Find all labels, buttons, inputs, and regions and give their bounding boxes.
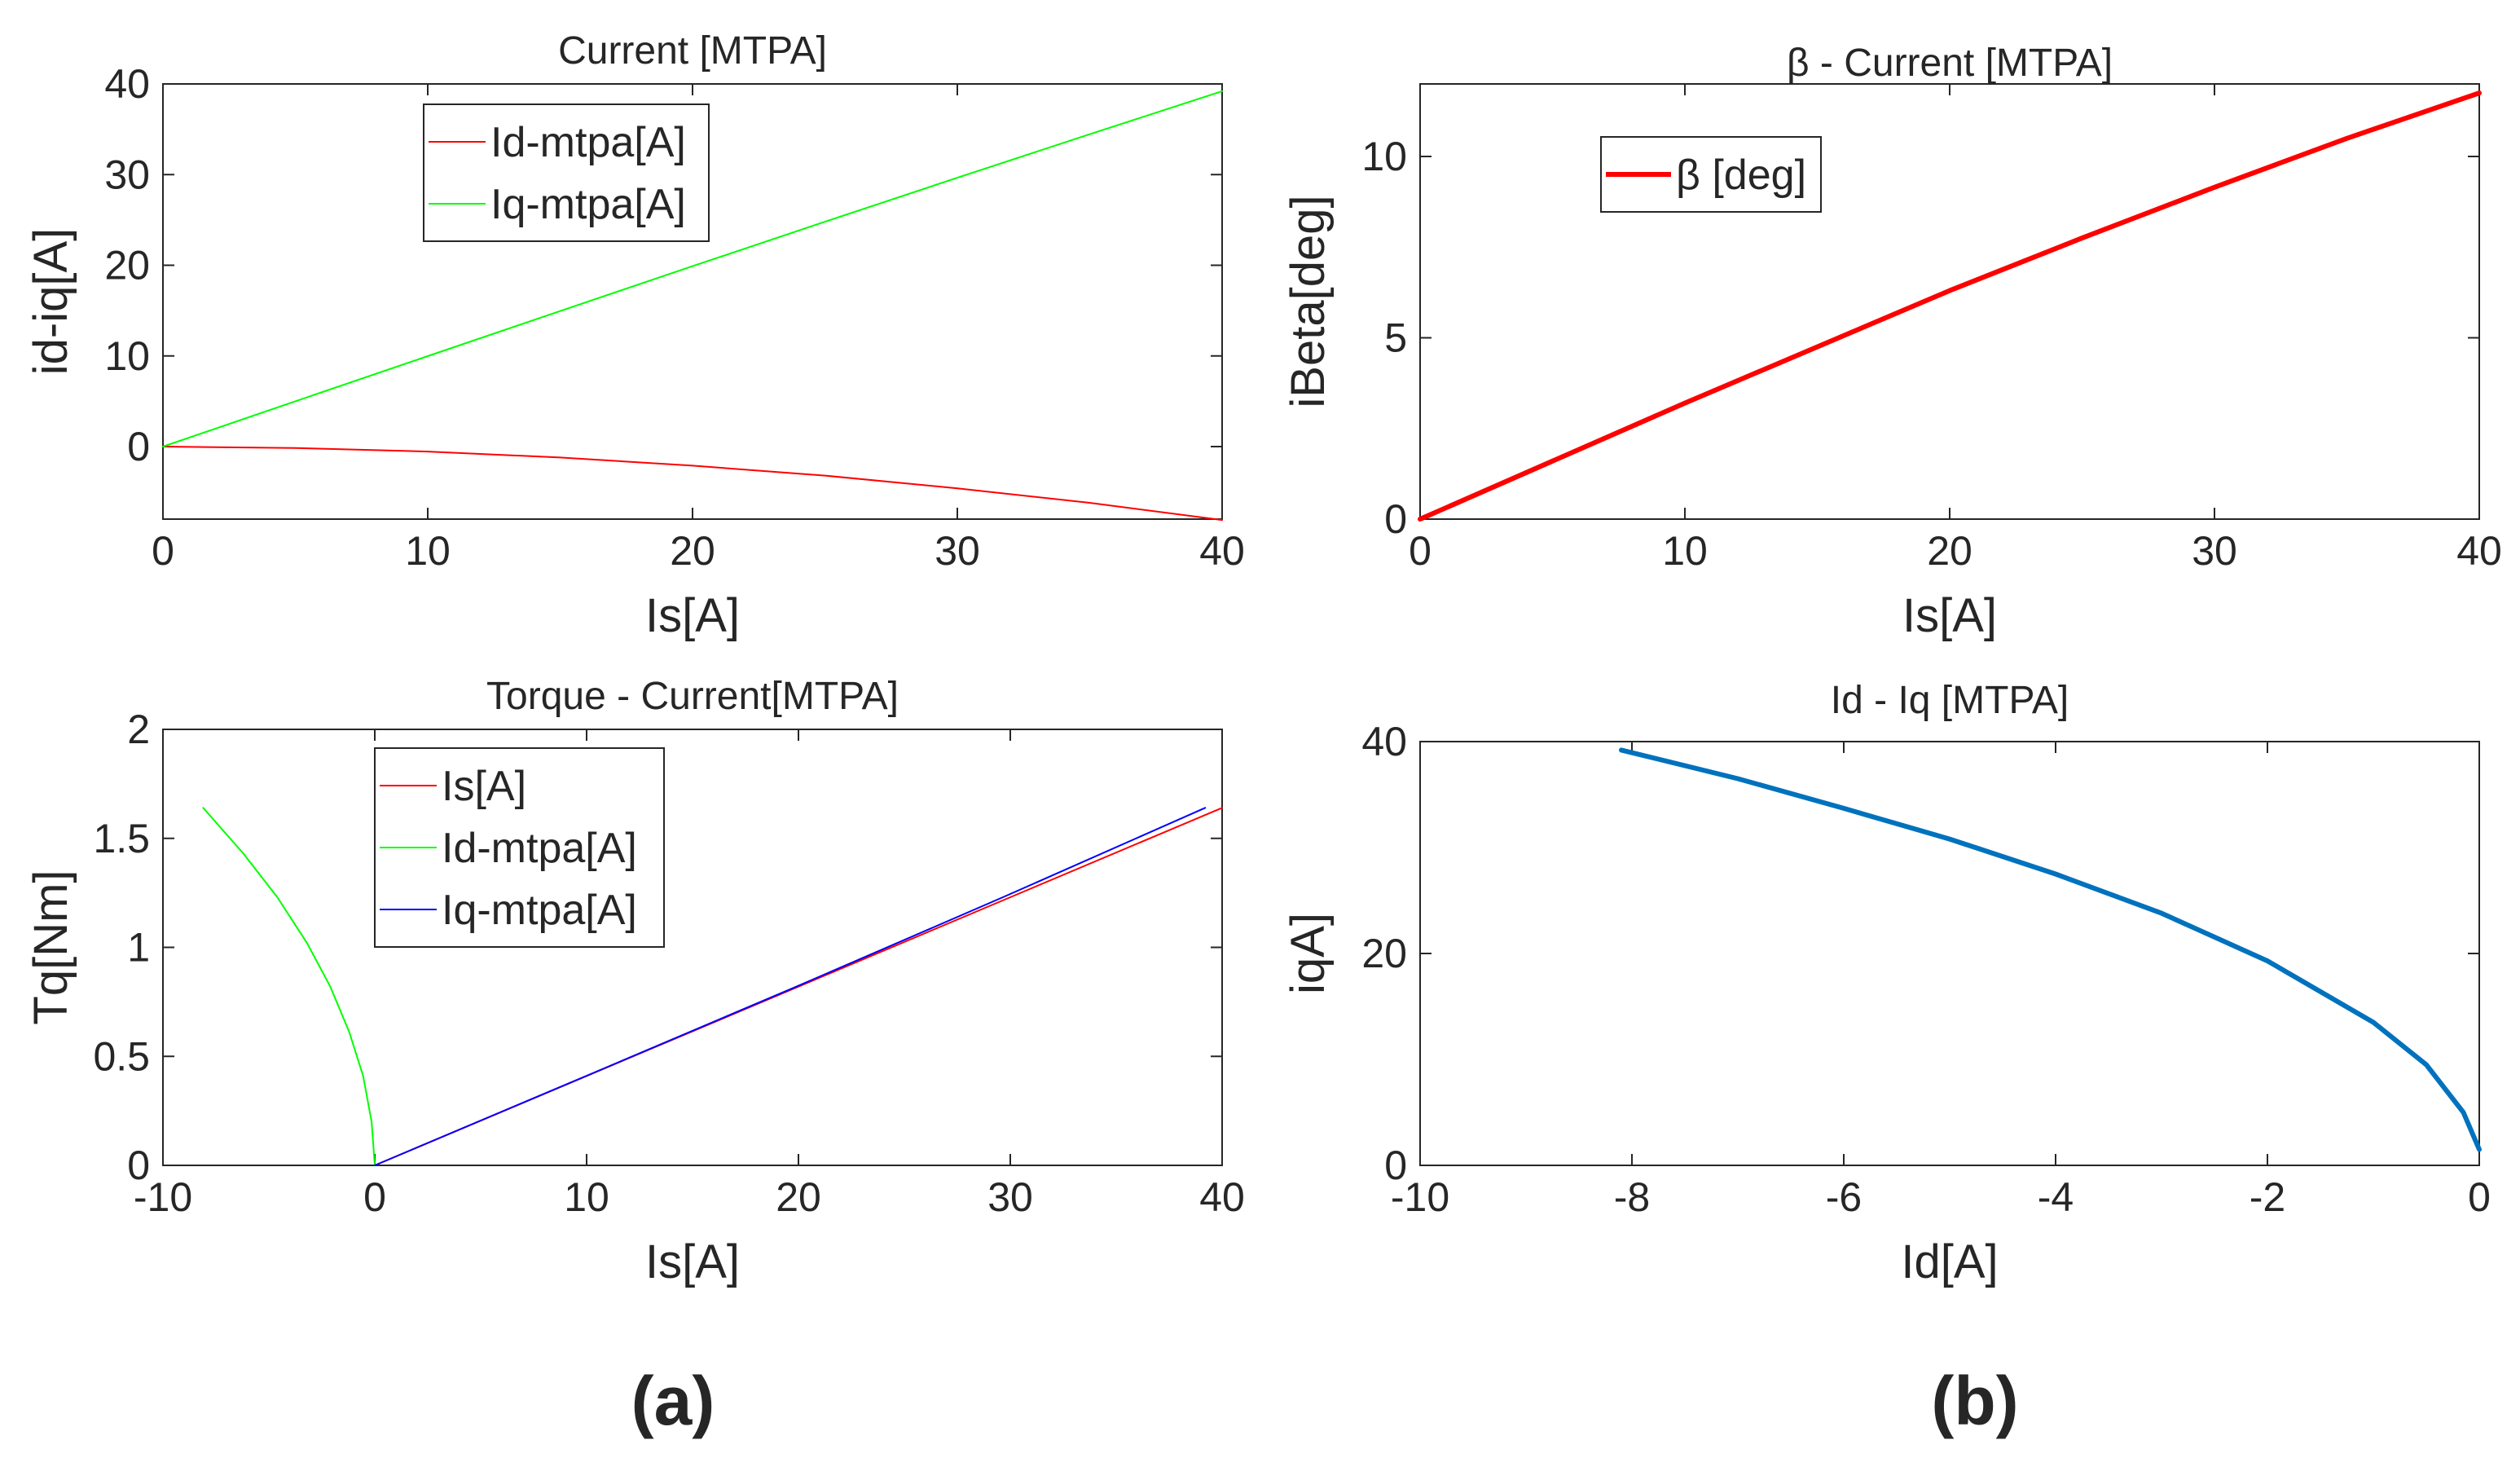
panel-label-b: (b) — [1931, 1363, 2018, 1439]
y-axis-label: iqA] — [1282, 913, 1335, 994]
panel-label-a: (a) — [631, 1363, 715, 1439]
y-tick-label: 0.5 — [93, 1033, 150, 1079]
legend-label-0: Id-mtpa[A] — [490, 119, 686, 166]
y-tick-label: 0 — [127, 1143, 150, 1188]
x-tick-label: 0 — [152, 528, 174, 574]
legend-label-1: Iq-mtpa[A] — [490, 181, 686, 228]
x-tick-label: -10 — [1391, 1174, 1449, 1220]
x-axis-label: Is[A] — [645, 589, 740, 642]
y-tick-label: 10 — [104, 333, 150, 379]
y-tick-label: 1.5 — [93, 816, 150, 861]
legend-label-2: Iq-mtpa[A] — [442, 887, 637, 934]
x-tick-label: -4 — [2038, 1174, 2074, 1220]
x-tick-label: 40 — [2456, 528, 2502, 574]
x-tick-label: 30 — [987, 1174, 1033, 1220]
x-tick-label: 20 — [670, 528, 715, 574]
series-line-1 — [162, 90, 1223, 447]
x-tick-label: 10 — [564, 1174, 609, 1220]
legend-label-0: Is[A] — [442, 763, 526, 810]
x-tick-label: 20 — [776, 1174, 821, 1220]
y-tick-label: 5 — [1384, 315, 1407, 361]
chart-id-iq-mtpa: Id - Iq [MTPA] -10 -8 -6 -4 -2 0 0 20 40 Id[A] iqA] — [1282, 679, 2491, 1288]
y-axis-label: iBeta[deg] — [1282, 195, 1335, 407]
series-line-0 — [1619, 747, 2482, 1152]
chart-beta-current-mtpa: β - Current [MTPA] 0 10 20 30 40 0 5 10 Is[A] iBet… — [1282, 42, 2502, 642]
x-tick-label: -6 — [1826, 1174, 1862, 1220]
y-axis-label: Tq[Nm] — [24, 870, 77, 1024]
series-line-0 — [1418, 90, 2482, 522]
y-tick-label: 10 — [1361, 134, 1407, 179]
legend-label-1: Id-mtpa[A] — [442, 825, 637, 872]
y-axis-label: id-iq[A] — [24, 228, 77, 376]
y-tick-label: 20 — [104, 243, 150, 288]
y-tick-label: 1 — [127, 925, 150, 971]
legend-label-0: β [deg] — [1676, 152, 1806, 199]
x-tick-label: 30 — [935, 528, 980, 574]
series-line-2 — [374, 807, 1207, 1166]
x-tick-label: 30 — [2192, 528, 2237, 574]
y-tick-label: 30 — [104, 152, 150, 197]
y-tick-label: 0 — [1384, 1143, 1407, 1188]
x-tick-label: 0 — [2468, 1174, 2491, 1220]
x-tick-label: 40 — [1199, 528, 1245, 574]
y-tick-label: 0 — [127, 424, 150, 469]
y-tick-label: 2 — [127, 707, 150, 752]
chart-title: Torque - Current[MTPA] — [486, 675, 899, 718]
x-tick-label: 0 — [1409, 528, 1432, 574]
y-tick-label: 0 — [1384, 496, 1407, 542]
y-tick-label: 20 — [1361, 931, 1407, 976]
chart-title: Id - Iq [MTPA] — [1831, 679, 2069, 722]
x-tick-label: -10 — [134, 1174, 192, 1220]
chart-title: Current [MTPA] — [558, 29, 827, 73]
series-line-0 — [162, 446, 1223, 522]
x-axis-label: Is[A] — [1902, 589, 1997, 642]
series-line-1 — [202, 807, 376, 1166]
chart-title: β - Current [MTPA] — [1787, 42, 2113, 85]
x-tick-label: -2 — [2250, 1174, 2285, 1220]
chart-torque-current-mtpa: Torque - Current[MTPA]-10 0 10 20 30 4000.511… — [24, 675, 1245, 1288]
x-axis-label: Id[A] — [1901, 1235, 1998, 1288]
y-tick-label: 40 — [1361, 719, 1407, 764]
x-tick-label: 10 — [1662, 528, 1708, 574]
x-tick-label: -8 — [1614, 1174, 1650, 1220]
y-tick-label: 40 — [104, 61, 150, 107]
x-axis-label: Is[A] — [645, 1235, 740, 1288]
chart-current-mtpa: Current [MTPA] 0 10 20 30 40 0 10 20 30 40 Is[A] id-… — [24, 29, 1245, 642]
x-tick-label: 40 — [1199, 1174, 1245, 1220]
x-tick-label: 10 — [405, 528, 451, 574]
x-tick-label: 20 — [1927, 528, 1972, 574]
x-tick-label: 0 — [363, 1174, 386, 1220]
legend — [423, 103, 710, 242]
